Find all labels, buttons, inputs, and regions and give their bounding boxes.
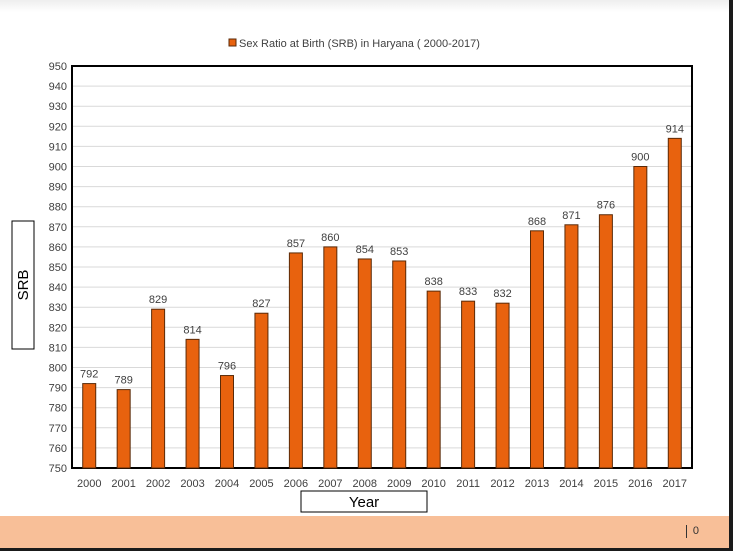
y-tick-label: 910 [49,141,67,153]
y-axis-title: SRB [15,270,32,301]
y-tick-label: 760 [49,443,67,455]
y-tick-label: 800 [49,363,67,375]
data-label-2011: 833 [459,286,477,298]
data-label-2001: 789 [114,375,132,387]
y-tick-label: 920 [49,121,67,133]
data-label-2008: 854 [356,244,374,256]
data-label-2014: 871 [562,210,580,222]
data-label-2006: 857 [287,238,305,250]
y-tick-label: 790 [49,383,67,395]
footer-band [0,516,729,548]
y-tick-label: 850 [49,262,67,274]
x-axis-title-box [300,490,428,513]
x-tick-label: 2008 [353,478,377,490]
y-tick-label: 860 [49,242,67,254]
y-tick-label: 770 [49,423,67,435]
x-tick-label: 2000 [77,478,101,490]
x-tick-label: 2003 [180,478,204,490]
bar-2011 [461,300,476,469]
x-tick-label: 2006 [284,478,308,490]
x-tick-label: 2005 [249,478,273,490]
chart-title: Sex Ratio at Birth (SRB) in Haryana ( 20… [239,38,480,50]
data-label-2016: 900 [631,152,649,164]
data-label-2015: 876 [597,200,615,212]
bar-2001 [116,389,131,469]
x-tick-label: 2013 [525,478,549,490]
bar-2017 [667,137,682,469]
x-tick-label: 2017 [663,478,687,490]
y-tick-labels: 750 760 770 780 790 800 810 820 830 840 850 860 870 8… [49,61,67,475]
bar-2015 [598,214,613,469]
page-number: 0 [685,525,699,538]
x-tick-label: 2004 [215,478,239,490]
y-tick-label: 870 [49,222,67,234]
x-tick-label: 2010 [421,478,445,490]
x-tick-label: 2009 [387,478,411,490]
data-label-2005: 827 [252,298,270,310]
data-label-2000: 792 [80,369,98,381]
x-tick-labels: 2000 2001 2002 2003 2004 2005 2006 2007 2008 2009… [77,478,687,490]
y-tick-label: 900 [49,162,67,174]
x-tick-label: 2016 [628,478,652,490]
x-tick-label: 2007 [318,478,342,490]
data-label-2003: 814 [183,324,201,336]
y-tick-label: 830 [49,302,67,314]
data-label-2007: 860 [321,232,339,244]
x-tick-label: 2001 [111,478,135,490]
x-tick-label: 2014 [559,478,583,490]
y-axis-title-box [11,220,35,350]
data-label-2012: 832 [493,288,511,300]
plot-area [71,65,693,469]
x-tick-label: 2012 [490,478,514,490]
data-label-2009: 853 [390,246,408,258]
bars [82,137,682,469]
x-tick-label: 2002 [146,478,170,490]
bar-2008 [357,258,372,469]
bar-2004 [220,375,234,469]
bar-2012 [495,302,510,469]
bar-2000 [82,383,97,469]
bar-2006 [288,252,303,469]
x-tick-label: 2011 [456,478,480,490]
y-tick-label: 930 [49,101,67,113]
y-tick-label: 840 [49,282,67,294]
bar-2016 [633,166,648,469]
y-tick-label: 810 [49,342,67,354]
legend-swatch [228,38,237,47]
bar-2002 [151,308,166,469]
y-tick-label: 950 [49,61,67,73]
data-label-2017: 914 [666,123,684,135]
y-tick-label: 880 [49,202,67,214]
data-labels: 792 789 829 814 796 827 857 860 854 853 838 833 832 8… [80,123,684,386]
x-tick-label: 2015 [594,478,618,490]
slide-top-shade [0,0,729,12]
y-tick-label: 820 [49,322,67,334]
bar-2005 [254,312,269,469]
bar-2003 [185,338,200,469]
bar-2014 [564,224,579,469]
data-label-2013: 868 [528,216,546,228]
x-axis-title: Year [349,494,379,511]
bar-2009 [392,260,407,469]
y-tick-label: 890 [49,182,67,194]
data-label-2002: 829 [149,294,167,306]
bar-2013 [530,230,544,469]
data-label-2010: 838 [424,276,442,288]
y-tick-label: 780 [49,403,67,415]
y-tick-label: 940 [49,81,67,93]
bar-2010 [426,290,441,469]
data-label-2004: 796 [218,361,236,373]
gridlines [72,65,692,469]
y-tick-label: 750 [49,463,67,475]
bar-2007 [323,246,338,469]
